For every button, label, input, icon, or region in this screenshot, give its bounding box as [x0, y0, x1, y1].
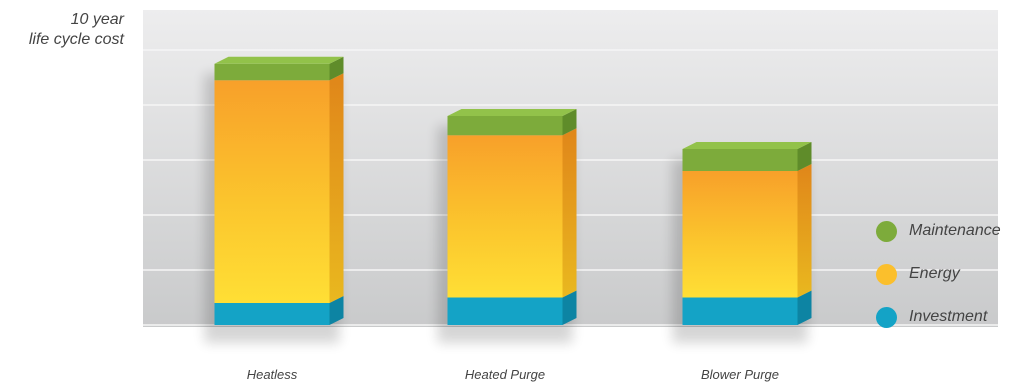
bar-top-maintenance: [214, 56, 344, 64]
bar-segment-energy: [682, 171, 798, 298]
legend-swatch-investment: [876, 306, 897, 328]
bar-blower-purge: [672, 142, 812, 343]
y-axis-label-line-1: 10 year: [70, 11, 124, 28]
category-label-blower-purge: Blower Purge: [700, 367, 780, 382]
y-axis-label: 10 year life cycle cost: [29, 10, 124, 50]
bar-segment-side-maintenance: [797, 142, 812, 171]
category-label-heated-purge: Heated Purge: [464, 367, 546, 382]
legend-label-maintenance: Maintenance: [909, 222, 1001, 239]
legend-label-energy: Energy: [909, 265, 960, 282]
bar-heatless: [204, 56, 344, 343]
bar-segment-side-maintenance: [329, 56, 344, 81]
bar-top-maintenance: [682, 142, 812, 149]
legend-swatch-energy: [876, 263, 897, 285]
bar-top-maintenance: [447, 109, 577, 116]
bar-segment-energy: [214, 80, 330, 303]
legend-item-maintenance: Maintenance: [876, 219, 1001, 243]
bar-segment-side-maintenance: [562, 109, 577, 136]
bar-segment-investment: [682, 297, 798, 325]
bar-segment-energy: [447, 135, 563, 298]
bar-segment-side-energy: [329, 73, 344, 303]
bar-segment-side-investment: [562, 290, 577, 325]
legend-item-investment: Investment: [876, 305, 1001, 329]
bar-segment-maintenance: [682, 149, 798, 171]
legend-swatch-maintenance: [876, 220, 897, 242]
y-axis-label-line-2: life cycle cost: [28, 31, 124, 48]
bar-heated-purge: [437, 109, 577, 343]
legend-label-investment: Investment: [909, 308, 988, 325]
bar-segment-maintenance: [214, 63, 330, 81]
bar-segment-side-energy: [797, 164, 812, 298]
bar-segment-side-investment: [797, 290, 812, 325]
bar-segment-maintenance: [447, 116, 563, 136]
bar-segment-investment: [447, 297, 563, 325]
legend: Maintenance Energy Investment: [876, 219, 1001, 348]
bar-segment-investment: [214, 303, 330, 325]
bar-segment-side-investment: [329, 296, 344, 325]
category-label-heatless: Heatless: [246, 367, 298, 382]
bars: [204, 56, 812, 343]
legend-item-energy: Energy: [876, 262, 1001, 286]
bar-segment-side-energy: [562, 128, 577, 298]
